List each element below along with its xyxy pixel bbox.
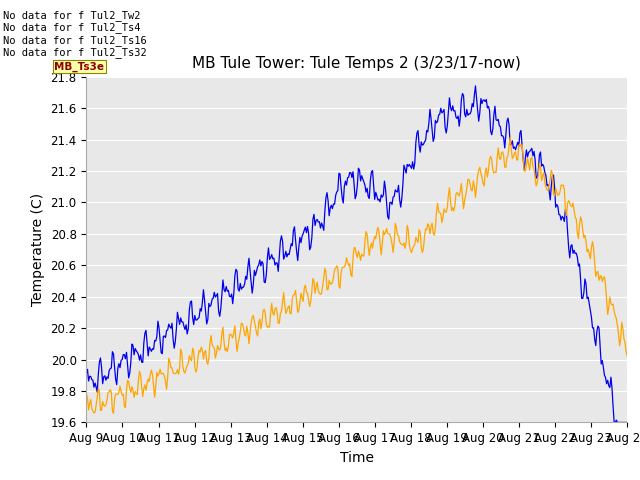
Y-axis label: Temperature (C): Temperature (C) bbox=[31, 193, 45, 306]
Tul2_Ts-8 bbox=[376, 241, 384, 247]
Tul2_Ts-2 bbox=[342, 182, 350, 188]
Tul2_Ts-8 bbox=[344, 259, 351, 264]
Tul2_Ts-2 bbox=[83, 370, 90, 376]
X-axis label: Time: Time bbox=[340, 451, 374, 465]
Line: Tul2_Ts-2: Tul2_Ts-2 bbox=[86, 86, 627, 422]
Tul2_Ts-2 bbox=[527, 147, 534, 153]
Tul2_Ts-8 bbox=[83, 391, 90, 397]
Tul2_Ts-8 bbox=[406, 242, 413, 248]
Title: MB Tule Tower: Tule Temps 2 (3/23/17-now): MB Tule Tower: Tule Temps 2 (3/23/17-now… bbox=[193, 57, 521, 72]
Line: Tul2_Ts-8: Tul2_Ts-8 bbox=[86, 137, 627, 413]
Text: MB_Ts3e: MB_Ts3e bbox=[54, 61, 104, 72]
Tul2_Ts-2 bbox=[623, 420, 631, 425]
Tul2_Ts-2 bbox=[404, 163, 412, 169]
Tul2_Ts-2 bbox=[472, 83, 479, 89]
Tul2_Ts-8 bbox=[340, 264, 348, 270]
Tul2_Ts-8 bbox=[612, 316, 620, 322]
Tul2_Ts-8 bbox=[109, 410, 117, 416]
Tul2_Ts-2 bbox=[339, 200, 347, 206]
Tul2_Ts-8 bbox=[528, 155, 536, 160]
Text: No data for f Tul2_Tw2
No data for f Tul2_Ts4
No data for f Tul2_Ts16
No data fo: No data for f Tul2_Tw2 No data for f Tul… bbox=[3, 10, 147, 58]
Tul2_Ts-2 bbox=[612, 417, 620, 423]
Tul2_Ts-2 bbox=[611, 420, 618, 425]
Tul2_Ts-8 bbox=[623, 353, 631, 359]
Tul2_Ts-2 bbox=[375, 196, 383, 202]
Tul2_Ts-8 bbox=[506, 134, 514, 140]
